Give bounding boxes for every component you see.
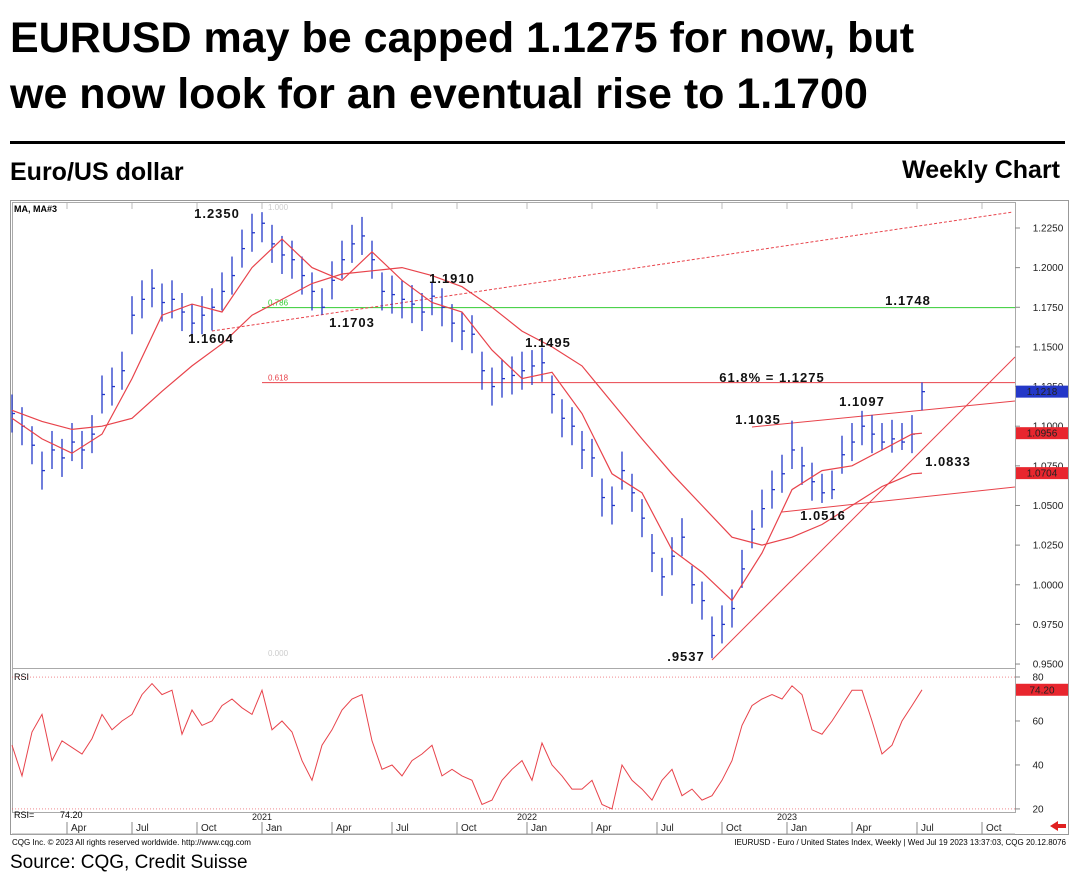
- value-box: [1016, 683, 1068, 696]
- annotation: 1.0516: [800, 508, 846, 523]
- rsi-panel: [12, 668, 1016, 813]
- subtitle-right: Weekly Chart: [902, 156, 1061, 184]
- x-tick-label: Apr: [596, 823, 612, 834]
- y-tick-label: 1.1500: [1033, 342, 1064, 353]
- annotation: 1.1748: [885, 293, 931, 308]
- title-line: we now look for an eventual rise to 1.17…: [9, 70, 868, 118]
- annotation: 1.1703: [329, 315, 375, 330]
- x-tick-label: Jul: [921, 823, 934, 834]
- value-box: [1016, 427, 1068, 440]
- x-tick-label: Oct: [986, 823, 1002, 834]
- value-box-label: 74.20: [1029, 685, 1054, 696]
- x-tick-label: Jan: [266, 823, 282, 834]
- value-box: [1016, 385, 1068, 398]
- y-tick-label: 1.0250: [1033, 541, 1064, 552]
- source: Source: CQG, Credit Suisse: [10, 852, 248, 873]
- rsi-readout: RSI=: [14, 810, 34, 820]
- y-tick-label: 80: [1032, 673, 1044, 684]
- x-tick-label: Jan: [791, 823, 807, 834]
- fib-label: 0.000: [268, 649, 289, 658]
- x-tick-label: Jul: [661, 823, 674, 834]
- y-tick-label: 1.0500: [1033, 501, 1064, 512]
- x-tick-label: Oct: [726, 823, 742, 834]
- x-tick-label: Apr: [71, 823, 87, 834]
- annotation: 1.1604: [188, 331, 234, 346]
- value-box: [1016, 467, 1068, 480]
- y-tick-label: 1.1750: [1033, 303, 1064, 314]
- year-label: 2022: [517, 812, 537, 822]
- annotation: 1.0833: [925, 454, 971, 469]
- footer-right: IEURUSD - Euro / United States Index, We…: [734, 838, 1066, 847]
- rsi-readout-value: 74.20: [60, 810, 83, 820]
- value-box-label: 1.0704: [1027, 469, 1058, 480]
- fib-label: 0.618: [268, 374, 289, 383]
- y-tick-label: 0.9750: [1033, 620, 1064, 631]
- moving-average: [11, 238, 923, 602]
- y-tick-label: 20: [1032, 804, 1044, 815]
- y-tick-label: 1.0750: [1033, 461, 1064, 472]
- trendline: [711, 356, 1016, 661]
- rsi-line: [11, 682, 923, 810]
- annotation: .9537: [667, 649, 705, 664]
- x-tick-label: Jul: [136, 823, 149, 834]
- year-label: 2021: [252, 812, 272, 822]
- annotation: 1.2350: [194, 206, 240, 221]
- trendline: [781, 486, 1016, 513]
- scroll-arrow: [1050, 821, 1066, 831]
- y-tick-label: 1.0000: [1033, 580, 1064, 591]
- annotation: 1.1495: [525, 335, 571, 350]
- value-box-label: 1.1218: [1027, 387, 1058, 398]
- annotation: 1.1035: [735, 412, 781, 427]
- annotation: 1.1097: [839, 394, 885, 409]
- title-rule: [10, 141, 1065, 144]
- y-tick-label: 60: [1032, 716, 1044, 727]
- x-tick-label: Apr: [336, 823, 352, 834]
- y-tick-label: 0.9500: [1033, 660, 1064, 671]
- annotation: 1.1910: [429, 271, 475, 286]
- title-line: EURUSD may be capped 1.1275 for now, but: [10, 14, 914, 62]
- y-tick-label: 1.2250: [1033, 224, 1064, 235]
- x-tick-label: Jan: [531, 823, 547, 834]
- annotation: 61.8% = 1.1275: [719, 370, 824, 385]
- fib-label: 1.000: [268, 203, 289, 212]
- fib-label: 0.786: [268, 299, 289, 308]
- y-tick-label: 40: [1032, 760, 1044, 771]
- year-label: 2023: [777, 812, 797, 822]
- value-box-label: 1.0956: [1027, 429, 1058, 440]
- x-tick-label: Oct: [201, 823, 217, 834]
- ma-legend: MA, MA#3: [14, 204, 57, 214]
- x-tick-label: Oct: [461, 823, 477, 834]
- x-tick-label: Jul: [396, 823, 409, 834]
- trendline: [751, 400, 1016, 428]
- y-tick-label: 1.2000: [1033, 263, 1064, 274]
- subtitle: Euro/US dollar: [10, 158, 184, 186]
- footer-left: CQG Inc. © 2023 All rights reserved worl…: [12, 838, 251, 847]
- moving-average: [11, 266, 923, 546]
- x-tick-label: Apr: [856, 823, 872, 834]
